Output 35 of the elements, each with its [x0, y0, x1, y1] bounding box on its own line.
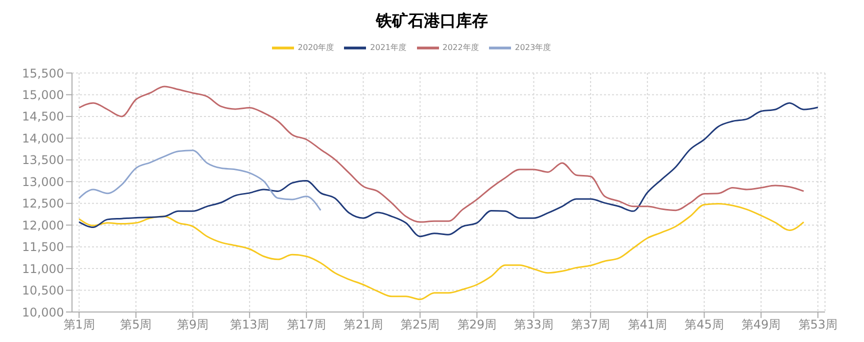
- legend-label: 2020年度: [298, 43, 334, 52]
- x-tick-label: 第17周: [286, 318, 326, 332]
- x-tick-label: 第5周: [120, 318, 152, 332]
- x-tick-label: 第41周: [628, 318, 668, 332]
- x-tick-label: 第49周: [741, 318, 781, 332]
- y-tick-label: 14,500: [22, 110, 64, 124]
- x-tick-label: 第1周: [63, 318, 95, 332]
- x-tick-label: 第29周: [457, 318, 497, 332]
- line-series: [78, 86, 804, 223]
- x-tick-label: 第37周: [570, 318, 610, 332]
- legend-label: 2021年度: [370, 43, 406, 52]
- x-tick-label: 第33周: [514, 318, 554, 332]
- x-tick-label: 第53周: [798, 318, 838, 332]
- y-tick-label: 15,000: [22, 88, 64, 102]
- x-tick-label: 第25周: [400, 318, 440, 332]
- x-tick-label: 第9周: [176, 318, 209, 332]
- x-tick-label: 第45周: [684, 318, 724, 332]
- y-tick-label: 12,500: [22, 196, 64, 211]
- line-series: [78, 150, 322, 212]
- legend-label: 2023年度: [514, 43, 552, 52]
- y-tick-label: 15,500: [22, 66, 64, 80]
- y-tick-label: 10,000: [22, 305, 64, 320]
- y-tick-label: 13,000: [22, 174, 64, 189]
- y-tick-label: 14,000: [22, 131, 64, 146]
- y-tick-label: 11,500: [22, 240, 64, 254]
- chart-title: 铁矿石港口库存: [374, 10, 489, 32]
- line-series: [78, 203, 804, 300]
- x-tick-label: 第21周: [344, 318, 383, 332]
- x-tick-label: 第13周: [230, 318, 270, 332]
- y-tick-label: 10,500: [22, 284, 64, 298]
- y-tick-label: 11,000: [22, 262, 64, 276]
- y-tick-label: 12,000: [22, 218, 64, 232]
- legend-label: 2022年度: [442, 43, 479, 52]
- line-series: [78, 102, 819, 238]
- y-tick-label: 13,500: [22, 153, 64, 168]
